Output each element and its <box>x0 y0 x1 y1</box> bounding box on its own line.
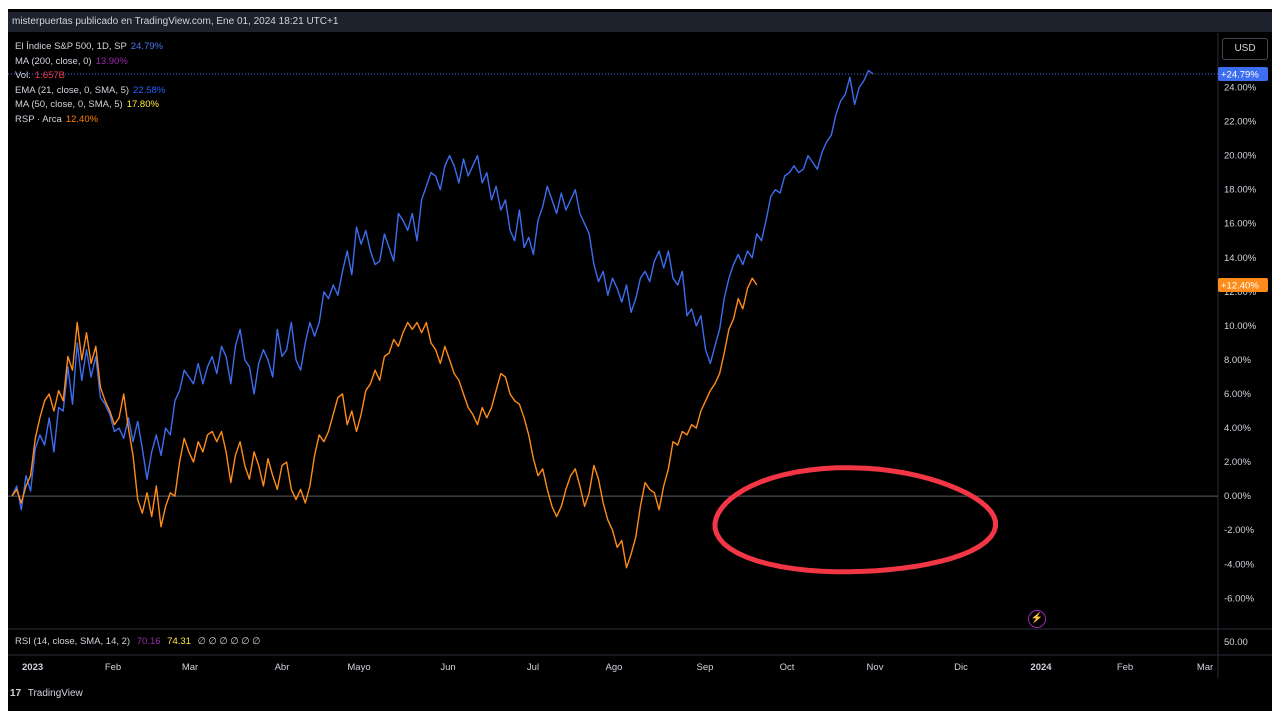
chart-header: misterpuertas publicado en TradingView.c… <box>8 12 1272 32</box>
y-tick-label: 24.00% <box>1224 82 1257 93</box>
legend-row[interactable]: MA (200, close, 0) 13.90% <box>15 55 165 70</box>
lightning-icon[interactable]: ⚡ <box>1028 610 1046 628</box>
x-tick-label: Jun <box>440 662 455 673</box>
y-tick-label: 10.00% <box>1224 321 1257 332</box>
x-tick-label: Feb <box>1117 662 1133 673</box>
rsi-axis-label: 50.00 <box>1224 637 1248 648</box>
rsi-value-1: 70.16 <box>136 636 161 647</box>
legend-value: 12.40% <box>65 113 99 125</box>
series-line-rsp[interactable] <box>11 277 758 569</box>
x-tick-label: Feb <box>105 662 121 673</box>
highlight-ellipse <box>712 465 999 575</box>
legend-row[interactable]: EMA (21, close, 0, SMA, 5) 22.58% <box>15 84 165 99</box>
x-tick-label: Nov <box>867 662 884 673</box>
legend-value: 22.58% <box>133 84 166 96</box>
x-tick-label: 2024 <box>1030 662 1052 673</box>
rsi-legend: RSI (14, close, SMA, 14, 2) 70.16 74.31 … <box>15 636 260 647</box>
x-tick-label: Mar <box>1197 662 1213 673</box>
legend-label: Vol. <box>15 70 31 81</box>
x-tick-label: Jul <box>527 662 539 673</box>
legend-row[interactable]: El Índice S&P 500, 1D, SP 24.79% <box>15 40 165 55</box>
legend-value: 17.80% <box>126 99 159 110</box>
legend-row[interactable]: Vol. 1.657B <box>15 69 165 84</box>
y-tick-label: 20.00% <box>1224 151 1257 162</box>
tradingview-brand[interactable]: TradingView <box>27 688 83 699</box>
y-tick-label: 6.00% <box>1224 389 1251 400</box>
y-tick-label: 16.00% <box>1224 219 1257 230</box>
x-tick-label: Dic <box>954 662 968 673</box>
last-value-tag <box>1218 67 1268 82</box>
publish-caption: misterpuertas publicado en TradingView.c… <box>12 16 339 27</box>
y-tick-label: 12.00% <box>1224 287 1257 298</box>
y-tick-label: 4.00% <box>1224 423 1251 434</box>
legend-label: MA (200, close, 0) <box>15 55 92 67</box>
legend-label: RSP · Arca <box>15 113 62 125</box>
y-tick-label: 8.00% <box>1224 355 1251 366</box>
legend-value: 13.90% <box>95 55 128 67</box>
legend-value: 24.79% <box>130 41 164 52</box>
x-tick-label: Mar <box>182 662 198 673</box>
y-tick-label: 2.00% <box>1224 457 1251 468</box>
chart-area[interactable]: 26.00%24.00%22.00%20.00%18.00%16.00%14.0… <box>8 33 1272 678</box>
y-tick-label: -6.00% <box>1224 593 1255 604</box>
y-tick-label: 18.00% <box>1224 185 1257 196</box>
series-line-spx[interactable] <box>11 69 874 511</box>
legend-label: MA (50, close, 0, SMA, 5) <box>15 99 123 110</box>
legend-value: 1.657B <box>34 70 65 81</box>
y-tick-label: -4.00% <box>1224 559 1255 570</box>
currency-button[interactable]: USD <box>1222 38 1268 60</box>
footer: 17 TradingView <box>8 684 208 704</box>
chart-svg[interactable]: 26.00%24.00%22.00%20.00%18.00%16.00%14.0… <box>8 33 1272 678</box>
legend-label: El Índice S&P 500, 1D, SP <box>15 41 127 52</box>
x-tick-label: 2023 <box>22 662 43 673</box>
y-tick-label: 14.00% <box>1224 253 1257 264</box>
last-value-label: +12.40% <box>1221 281 1259 292</box>
legend-label: EMA (21, close, 0, SMA, 5) <box>15 84 130 96</box>
legend-row[interactable]: RSP · Arca 12.40% <box>15 113 165 128</box>
legend: El Índice S&P 500, 1D, SP 24.79% MA (200, … <box>15 40 165 127</box>
y-tick-label: -2.00% <box>1224 525 1255 536</box>
y-tick-label: 22.00% <box>1224 117 1257 128</box>
y-tick-label: 0.00% <box>1224 491 1251 502</box>
rsi-label: RSI (14, close, SMA, 14, 2) <box>15 636 131 647</box>
x-tick-label: Abr <box>275 662 290 673</box>
x-tick-label: Sep <box>697 662 714 673</box>
x-tick-label: Oct <box>780 662 795 673</box>
last-value-tag <box>1218 278 1268 293</box>
tradingview-logo[interactable]: 17 <box>10 688 22 699</box>
x-tick-label: Ago <box>606 662 623 673</box>
rsi-value-2: 74.31 <box>167 636 191 647</box>
rsi-placeholders: ∅ ∅ ∅ ∅ ∅ ∅ <box>197 636 261 647</box>
legend-row[interactable]: MA (50, close, 0, SMA, 5) 17.80% <box>15 98 165 113</box>
last-value-label: +24.79% <box>1221 70 1259 81</box>
x-tick-label: Mayo <box>347 662 370 673</box>
